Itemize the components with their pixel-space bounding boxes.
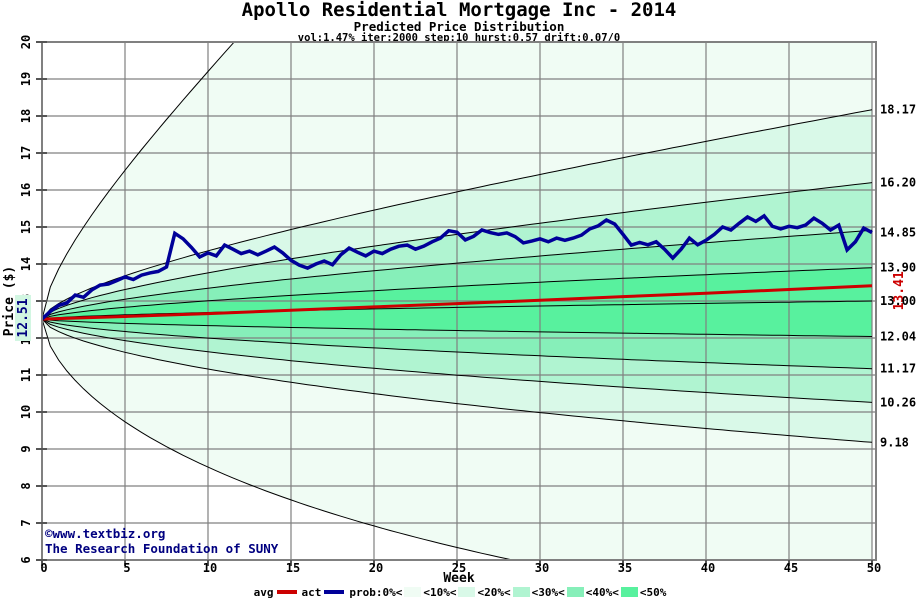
x-tick-label: 20 [369, 561, 383, 575]
plot-layers: 0510152025303540455067891011121314151617… [19, 35, 916, 575]
percentile-curve [42, 318, 873, 443]
x-tick-label: 0 [40, 561, 47, 575]
legend-swatch-act [324, 590, 345, 594]
x-tick-label: 35 [618, 561, 632, 575]
y-tick-label: 15 [19, 220, 33, 234]
y-tick-label: 10 [19, 405, 33, 419]
y-tick-label: 18 [19, 109, 33, 123]
watermark-line2: The Research Foundation of SUNY [45, 541, 279, 556]
y-tick-label: 19 [19, 72, 33, 86]
legend-label: <10%< [423, 585, 457, 599]
legend-swatch-avg [276, 590, 297, 594]
x-tick-label: 40 [701, 561, 715, 575]
right-label-13.90: 13.90 [880, 261, 916, 275]
percentile-curve [42, 42, 235, 320]
legend-label: <30%< [531, 585, 565, 599]
plot-area [42, 42, 876, 560]
right-label-14.85: 14.85 [880, 226, 916, 240]
start-price-label: 12.51 [15, 295, 31, 341]
legend-swatch-<10%< [404, 587, 422, 597]
y-tick-label: 14 [19, 257, 33, 271]
axis-ticks: 0510152025303540455067891011121314151617… [19, 35, 881, 575]
right-label-12.04: 12.04 [880, 330, 916, 344]
legend-label: avg [253, 585, 274, 599]
x-tick-label: 5 [123, 561, 130, 575]
watermark-line1: ©www.textbiz.org [45, 526, 165, 541]
fan-chart: Apollo Residential Mortgage Inc - 2014 P… [2, 0, 916, 584]
y-axis-title: Price ($) [2, 266, 17, 336]
legend-label: <40%< [585, 585, 619, 599]
chart-subtitle: Predicted Price Distribution [354, 19, 565, 34]
right-label-13.41: 13.41 [892, 271, 907, 310]
percentile-curve [42, 267, 873, 320]
x-tick-label: 10 [203, 561, 217, 575]
svg-text:12.51: 12.51 [16, 298, 31, 337]
legend-label: <20%< [477, 585, 511, 599]
x-tick-label: 15 [286, 561, 300, 575]
right-label-13.00: 13.00 [880, 294, 916, 308]
x-axis-title: Week [443, 571, 474, 584]
right-label-16.20: 16.20 [880, 176, 916, 190]
legend-swatch-<50% [620, 587, 638, 597]
right-label-10.26: 10.26 [880, 395, 916, 409]
y-tick-label: 17 [19, 146, 33, 160]
legend-swatch-<40%< [566, 587, 584, 597]
legend-label: act [301, 585, 322, 599]
right-label-9.18: 9.18 [880, 435, 909, 449]
y-tick-label: 16 [19, 183, 33, 197]
y-tick-label: 20 [19, 35, 33, 49]
y-tick-label: 7 [19, 519, 33, 526]
legend-label: prob:0%< [349, 585, 403, 599]
chart-title: Apollo Residential Mortgage Inc - 2014 [242, 0, 677, 21]
right-label-11.17: 11.17 [880, 362, 916, 376]
percentile-curve [42, 229, 873, 320]
watermark: ©www.textbiz.org The Research Foundation… [45, 526, 279, 556]
percentile-curve [42, 109, 873, 320]
right-label-18.17: 18.17 [880, 103, 916, 117]
x-tick-label: 50 [867, 561, 881, 575]
x-tick-label: 25 [452, 561, 466, 575]
x-tick-label: 30 [535, 561, 549, 575]
y-tick-label: 8 [19, 482, 33, 489]
y-tick-label: 6 [19, 556, 33, 563]
legend-swatch-<20%< [458, 587, 476, 597]
avg-line [42, 284, 873, 321]
percentile-curve [42, 318, 515, 560]
gridlines [42, 42, 876, 560]
percentile-curve [42, 318, 873, 337]
y-tick-label: 11 [19, 368, 33, 382]
act-line [42, 213, 873, 321]
chart-legend: avg act prob:0%< <10%< <20%< <30%< <40%< <50% [0, 584, 920, 600]
x-tick-label: 45 [784, 561, 798, 575]
legend-swatch-<30%< [512, 587, 530, 597]
legend-label: <50% [639, 585, 667, 599]
percentile-curve [42, 318, 873, 403]
y-tick-label: 9 [19, 445, 33, 452]
percentile-curve [42, 318, 873, 370]
